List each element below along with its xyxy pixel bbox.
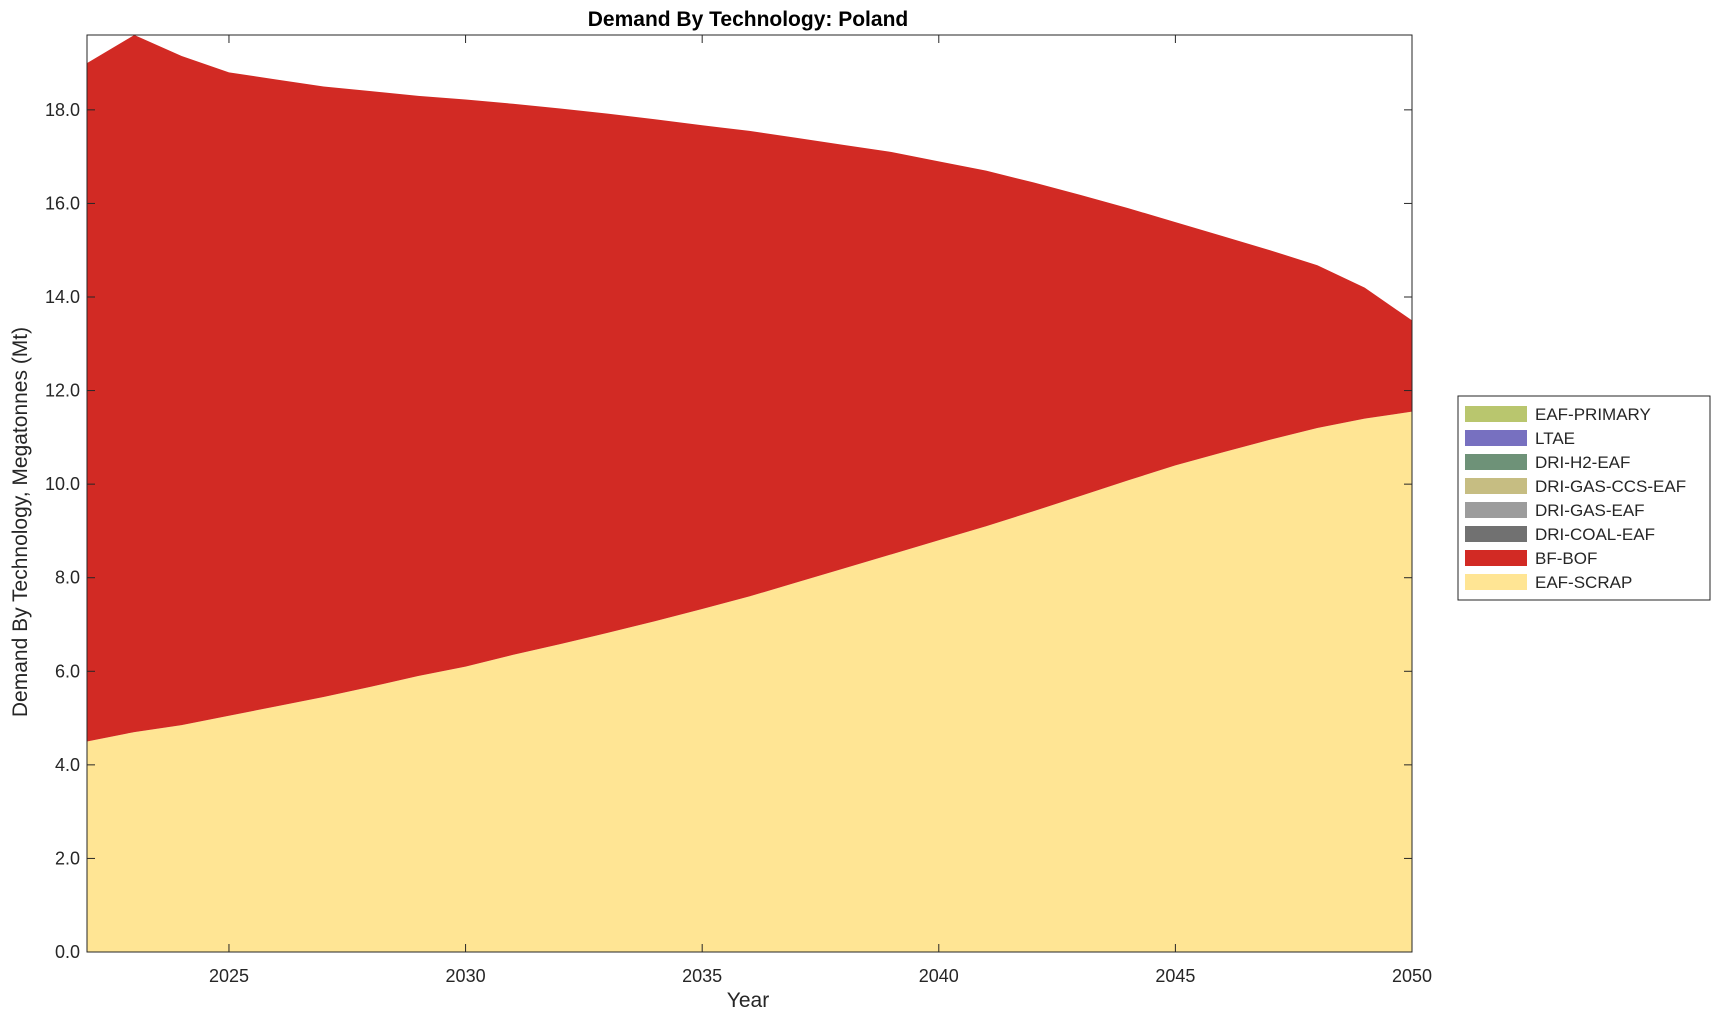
legend-box xyxy=(1457,395,1711,601)
area-series-bf-bof xyxy=(87,35,1412,742)
legend-swatch-eaf-primary xyxy=(1465,406,1527,422)
legend-swatch-dri-coal-eaf xyxy=(1465,526,1527,542)
x-tick-label: 2045 xyxy=(1155,966,1195,986)
y-tick-label: 12.0 xyxy=(45,381,80,401)
legend-label-eaf-scrap: EAF-SCRAP xyxy=(1535,573,1632,592)
legend-label-dri-gas-eaf: DRI-GAS-EAF xyxy=(1535,501,1645,520)
legend: EAF-PRIMARY LTAE DRI-H2-EAF DRI-GAS-CCS-EAF… xyxy=(1457,395,1711,601)
y-tick-label: 18.0 xyxy=(45,100,80,120)
legend-label-dri-h2-eaf: DRI-H2-EAF xyxy=(1535,453,1630,472)
x-axis-label: Year xyxy=(727,989,769,1012)
legend-label-ltae: LTAE xyxy=(1535,429,1575,448)
legend-swatch-eaf-scrap xyxy=(1465,574,1527,590)
legend-swatch-dri-h2-eaf xyxy=(1465,454,1527,470)
legend-swatch-bf-bof xyxy=(1465,550,1527,566)
legend-swatch-ltae xyxy=(1465,430,1527,446)
chart-title: Demand By Technology: Poland xyxy=(588,8,908,31)
y-tick-label: 6.0 xyxy=(55,661,80,681)
axes: 2025 2030 2035 2040 2045 2050 0.0 2.0 4.0 6.0 8.0 1… xyxy=(45,34,1432,986)
plot-area xyxy=(87,35,1412,952)
legend-swatch-dri-gas-eaf xyxy=(1465,502,1527,518)
y-tick-label: 8.0 xyxy=(55,568,80,588)
y-tick-label: 0.0 xyxy=(55,942,80,962)
y-axis-label: Demand By Technology, Megatonnes (Mt) xyxy=(9,327,32,717)
legend-label-dri-coal-eaf: DRI-COAL-EAF xyxy=(1535,525,1655,544)
area-series-group xyxy=(87,35,1412,952)
legend-swatch-dri-gas-ccs-eaf xyxy=(1465,478,1527,494)
y-tick-label: 2.0 xyxy=(55,848,80,868)
y-tick-label: 10.0 xyxy=(45,474,80,494)
x-tick-label: 2050 xyxy=(1392,966,1432,986)
y-tick-label: 16.0 xyxy=(45,193,80,213)
x-tick-label: 2025 xyxy=(209,966,249,986)
x-tick-label: 2030 xyxy=(446,966,486,986)
y-tick-label: 14.0 xyxy=(45,287,80,307)
legend-label-bf-bof: BF-BOF xyxy=(1535,549,1597,568)
axes-box xyxy=(86,34,1413,953)
legend-label-eaf-primary: EAF-PRIMARY xyxy=(1535,405,1651,424)
x-tick-label: 2040 xyxy=(919,966,959,986)
legend-label-dri-gas-ccs-eaf: DRI-GAS-CCS-EAF xyxy=(1535,477,1686,496)
x-tick-label: 2035 xyxy=(682,966,722,986)
y-tick-label: 4.0 xyxy=(55,755,80,775)
area-series-eaf-scrap xyxy=(87,411,1412,952)
